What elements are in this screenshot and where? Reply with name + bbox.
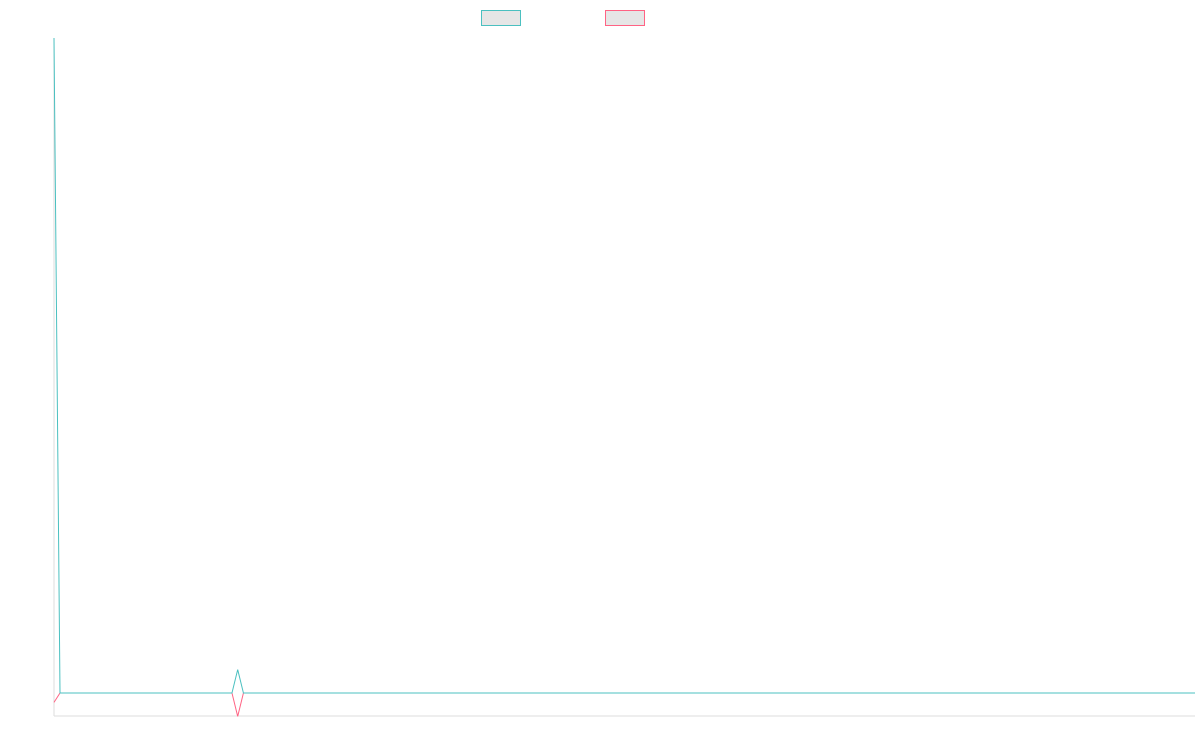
legend-swatch-1 [481, 10, 521, 26]
chart-axes [53, 38, 1195, 717]
series-layer [53, 37, 1195, 717]
series-line-2 [53, 692, 1195, 717]
series-line-1 [53, 37, 1195, 694]
legend-swatch-2 [605, 10, 645, 26]
chart-legend [481, 10, 645, 26]
